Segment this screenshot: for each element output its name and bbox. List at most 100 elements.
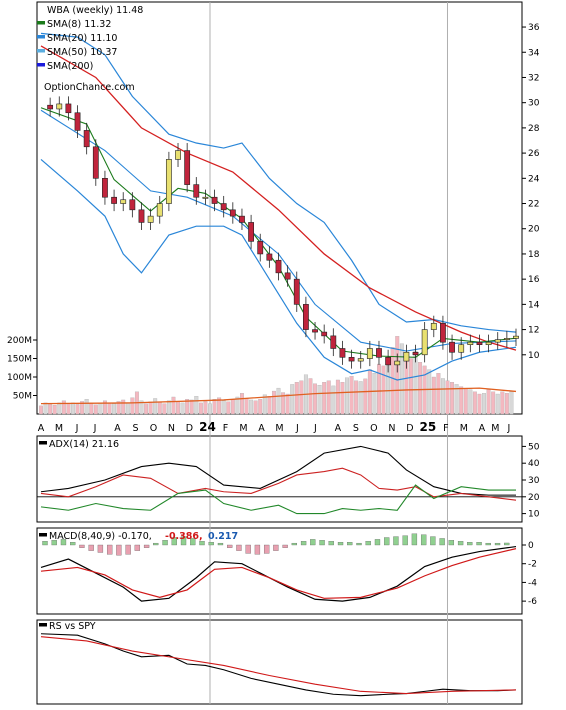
month-label: N [388,423,395,434]
macd-tick-label: -2 [528,560,537,570]
candle-up [430,322,437,330]
macd-histogram-bar [60,539,67,546]
bollinger-upper-line [40,32,517,333]
macd-histogram-bar [42,541,48,546]
volume-bar [235,396,240,415]
candle-up [403,351,410,362]
volume-bar [203,401,208,415]
volume-bar [244,398,249,415]
volume-bar [450,382,455,415]
adx-tick-label: 30 [528,476,540,486]
candle-down [65,103,72,114]
candle-down [303,304,309,330]
volume-bar [308,378,313,415]
candle-down [129,199,136,211]
month-label: S [353,423,359,434]
price-tick-label: 34 [528,48,540,58]
volume-bar [102,400,107,415]
macd-histogram-bar [70,542,76,546]
macd-histogram-bar [374,539,381,546]
rs-swatch [39,623,47,627]
macd-histogram-bar [457,541,464,546]
volume-bar [249,399,254,415]
month-label: M [460,423,468,434]
macd-histogram-bar [430,536,436,546]
volume-bar [66,403,71,415]
candle-down [211,196,218,204]
volume-bar [217,397,222,415]
macd-histogram-bar [402,535,408,546]
macd-series-signal [40,548,517,599]
volume-bar [495,393,500,415]
candle-down [275,259,282,274]
candle-down [293,278,300,305]
macd-histogram-bar [319,540,325,546]
volume-bar [226,401,231,415]
adx-tick-label: 20 [528,493,540,503]
candle-down [284,272,291,280]
volume-tick-label: 50M [13,392,32,402]
volume-bar [230,399,235,415]
macd-tick-label: -6 [528,597,537,607]
macd-histogram-bar [208,542,214,546]
volume-bar [171,396,176,415]
volume-bar [294,382,299,415]
candle-down [440,322,446,343]
macd-histogram-bar [153,542,159,546]
candle-up [458,344,465,353]
month-label: M [491,423,499,434]
volume-bar [258,399,263,415]
month-label: A [479,423,486,434]
adx-swatch [39,441,47,445]
volume-bar [299,380,304,415]
volume-bar [80,401,85,415]
volume-bar [221,400,226,415]
candle-down [348,357,355,362]
month-label: M [239,423,247,434]
volume-bar [194,396,199,415]
volume-bar [454,384,459,415]
candle-down [248,222,254,242]
price-tick-label: 30 [528,99,540,109]
macd-histogram-bar [494,542,501,546]
macd-panel-frame [36,527,523,615]
macd-histogram-bar [125,544,131,555]
macd-histogram-bar [420,534,427,546]
volume-bar [271,390,276,415]
volume-bar [500,391,505,415]
volume-bar [445,380,450,415]
macd-histogram-bar [347,542,353,546]
macd-histogram-bar [504,542,510,546]
macd-histogram-bar [282,544,288,548]
month-label: A [38,423,45,434]
volume-bar [89,402,94,415]
month-label: A [335,423,342,434]
volume-bar [377,363,381,415]
year-label: 25 [420,420,437,434]
macd-histogram-bar [393,536,399,546]
candle-down [312,329,318,333]
candle-down [376,348,382,358]
adx-tick-label: 10 [528,510,540,520]
macd-histogram-bar [171,537,177,546]
price-tick-label: 10 [528,351,540,361]
macd-histogram-bar [106,544,113,555]
candle-down [229,209,236,217]
month-label: J [506,423,510,434]
volume-bar [130,397,135,415]
volume-bar [381,365,386,415]
price-tick-label: 36 [528,23,540,33]
watermark-text: OptionChance.com [44,82,135,93]
volume-bar [189,399,194,415]
volume-bar [468,389,473,415]
month-label: O [150,423,157,434]
legend-label: SMA(50) 10.37 [47,47,117,58]
legend-label: SMA(8) 11.32 [47,19,111,30]
macd-swatch [39,533,47,537]
price-tick-label: 24 [528,174,540,184]
adx-tick-label: 40 [528,459,540,469]
macd-histogram-bar [190,538,196,546]
volume-bar [363,378,368,415]
month-label: F [443,423,448,434]
bollinger-lower-line [40,158,517,381]
